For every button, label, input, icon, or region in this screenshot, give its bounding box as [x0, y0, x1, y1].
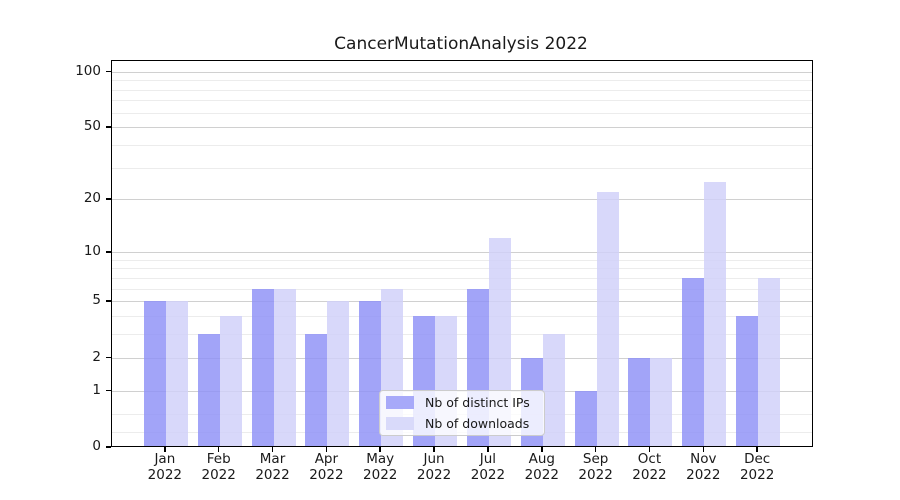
y-tick-mark: [106, 251, 111, 253]
minor-gridline: [112, 277, 812, 279]
x-tick-label-may: May 2022: [363, 451, 398, 483]
y-tick-label: 1: [92, 381, 101, 398]
major-gridline: [112, 127, 812, 129]
y-tick-label: 20: [83, 190, 101, 207]
major-gridline: [112, 357, 812, 359]
x-tick-mark: [594, 446, 597, 452]
x-tick-label-jun: Jun 2022: [416, 451, 452, 483]
chart-title: CancerMutationAnalysis 2022: [334, 34, 588, 54]
x-tick-label-jul: Jul 2022: [470, 451, 506, 483]
bar-apr-distinct-ips: [305, 334, 328, 446]
bar-dec-distinct-ips: [736, 316, 759, 446]
y-tick-label: 50: [83, 118, 101, 135]
y-tick-mark: [106, 389, 111, 392]
minor-gridline: [112, 100, 812, 102]
bar-sep-distinct-ips: [574, 390, 597, 446]
bar-jan-distinct-ips: [143, 301, 166, 446]
y-tick-label: 5: [92, 292, 101, 309]
x-tick-mark: [648, 446, 651, 452]
y-tick-label: 0: [92, 438, 101, 454]
x-tick-label-jan: Jan 2022: [147, 451, 183, 483]
x-tick-label-aug: Aug 2022: [524, 451, 559, 483]
bar-mar-distinct-ips: [251, 288, 274, 446]
legend-label-distinct-ips: Nb of distinct IPs: [425, 395, 530, 411]
legend-item-downloads: Nb of downloads: [380, 414, 544, 432]
x-tick-label-feb: Feb 2022: [201, 451, 236, 483]
x-tick-mark: [487, 446, 489, 452]
y-tick-mark: [106, 356, 111, 359]
bar-aug-downloads: [542, 334, 565, 446]
y-tick-label: 2: [92, 348, 101, 365]
bar-dec-downloads: [758, 277, 781, 446]
legend-item-distinct-ips: Nb of distinct IPs: [380, 394, 544, 412]
x-tick-mark: [325, 446, 328, 452]
minor-gridline: [112, 145, 812, 147]
minor-gridline: [112, 288, 812, 290]
x-tick-mark: [379, 446, 381, 452]
y-tick-mark: [106, 198, 111, 200]
major-gridline: [112, 199, 812, 201]
x-tick-mark: [164, 446, 166, 452]
x-tick-mark: [271, 446, 274, 452]
minor-gridline: [112, 316, 812, 318]
minor-gridline: [112, 112, 812, 114]
y-tick-mark: [106, 300, 111, 302]
x-tick-mark: [702, 446, 705, 452]
minor-gridline: [112, 80, 812, 82]
bar-sep-downloads: [596, 192, 619, 446]
x-tick-label-nov: Nov 2022: [686, 451, 721, 483]
major-gridline: [112, 252, 812, 254]
major-gridline: [112, 71, 812, 73]
minor-gridline: [112, 89, 812, 91]
bar-apr-downloads: [327, 301, 350, 446]
y-tick-mark: [106, 126, 111, 128]
x-tick-label-apr: Apr 2022: [309, 451, 344, 483]
plot-area: [111, 60, 813, 447]
x-tick-label-mar: Mar 2022: [255, 451, 290, 483]
x-tick-mark: [756, 446, 758, 452]
x-tick-mark: [541, 446, 543, 452]
x-tick-label-oct: Oct 2022: [632, 451, 667, 483]
x-tick-mark: [217, 446, 220, 452]
minor-gridline: [112, 167, 812, 169]
minor-gridline: [112, 268, 812, 270]
y-tick-label: 10: [83, 243, 101, 260]
bar-mar-downloads: [273, 288, 296, 446]
x-tick-label-dec: Dec 2022: [739, 451, 775, 483]
bar-may-distinct-ips: [359, 301, 382, 446]
bar-nov-downloads: [704, 182, 727, 446]
bar-oct-distinct-ips: [628, 357, 651, 446]
bar-oct-downloads: [650, 357, 673, 446]
y-tick-mark: [106, 446, 111, 448]
legend-swatch-downloads: [386, 416, 414, 430]
y-tick-mark: [106, 70, 111, 73]
minor-gridline: [112, 334, 812, 336]
legend-label-downloads: Nb of downloads: [425, 415, 530, 431]
y-tick-label: 100: [75, 62, 101, 79]
bar-nov-distinct-ips: [682, 277, 705, 446]
legend: Nb of distinct IPs Nb of downloads: [379, 390, 545, 436]
x-tick-label-sep: Sep 2022: [578, 451, 613, 483]
legend-swatch-distinct-ips: [386, 396, 414, 410]
bar-feb-distinct-ips: [197, 334, 220, 446]
x-tick-mark: [433, 446, 435, 452]
bar-jan-downloads: [165, 301, 188, 446]
minor-gridline: [112, 259, 812, 261]
bar-feb-downloads: [219, 316, 242, 446]
major-gridline: [112, 301, 812, 303]
